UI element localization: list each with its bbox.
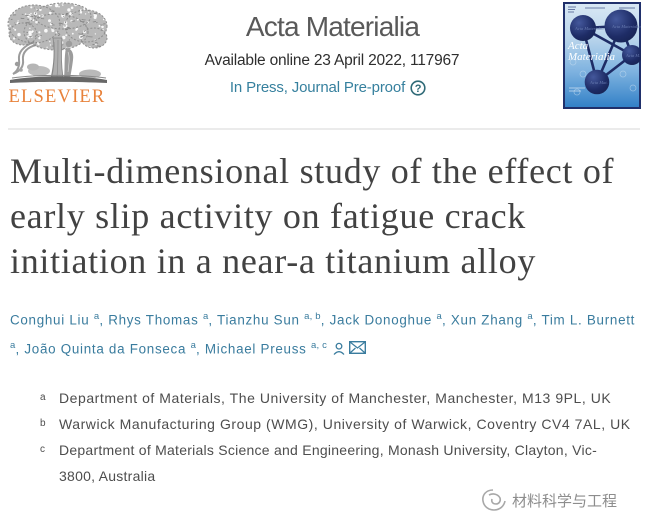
- svg-text:?: ?: [415, 83, 422, 95]
- svg-text:Acta Materialia: Acta Materialia: [574, 26, 604, 31]
- svg-text:Acta Mat.: Acta Mat.: [589, 80, 608, 85]
- svg-text:Materialia: Materialia: [567, 51, 616, 63]
- svg-text:Acta: Acta: [567, 40, 589, 52]
- svg-text:Acta M.: Acta M.: [625, 53, 640, 58]
- svg-text:Acta Materialia: Acta Materialia: [611, 24, 641, 29]
